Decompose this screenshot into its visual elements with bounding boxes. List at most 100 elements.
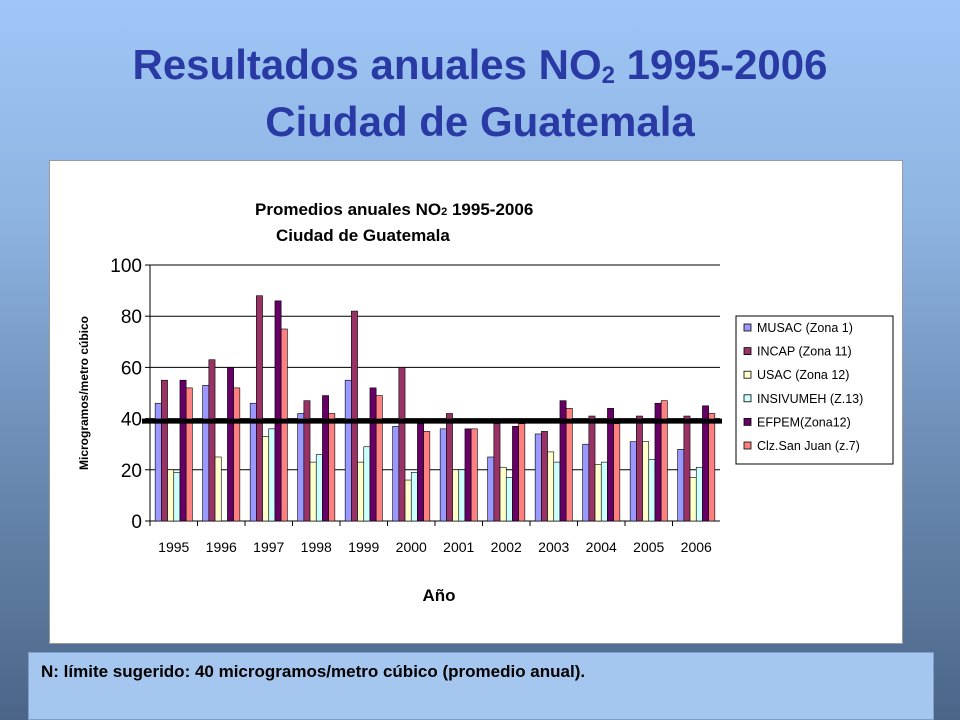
bar: [660, 400, 668, 522]
bar: [208, 359, 216, 522]
bar: [344, 379, 352, 522]
note-box: N: límite sugerido: 40 microgramos/metro…: [28, 652, 934, 720]
y-tick-label: 40: [121, 410, 142, 431]
bar: [297, 413, 305, 522]
bar: [613, 423, 621, 522]
x-tick-label: 1996: [206, 539, 237, 555]
legend-swatch: [743, 441, 752, 450]
bar: [392, 425, 400, 522]
y-tick-label: 60: [121, 358, 142, 379]
bar: [683, 415, 691, 522]
x-tick-label: 1998: [301, 539, 332, 555]
bar: [452, 469, 460, 522]
slide-title-line2: Ciudad de Guatemala: [265, 98, 695, 145]
bar: [256, 295, 263, 522]
bar: [309, 461, 317, 522]
slide-title: Resultados anuales NO2 1995-2006 Ciudad …: [0, 40, 960, 147]
x-tick-label: 2003: [538, 539, 569, 555]
x-tick-label: 1999: [348, 539, 379, 555]
legend-swatch: [743, 417, 752, 426]
bar: [439, 428, 447, 522]
bar: [446, 413, 453, 522]
bar: [534, 433, 542, 522]
bar: [363, 446, 371, 522]
bar: [499, 466, 507, 522]
bar: [565, 408, 573, 522]
bar: [410, 472, 418, 522]
bar: [262, 436, 270, 522]
bar: [214, 456, 222, 522]
bar: [167, 469, 175, 522]
bar-chart: Promedios anuales NO2 1995-2006 Ciudad de…: [77, 200, 894, 605]
legend-label: USAC (Zona 12): [757, 368, 849, 382]
bar: [607, 408, 614, 522]
slide-title-line1: Resultados anuales NO2 1995-2006: [0, 40, 960, 97]
bar: [398, 367, 406, 522]
legend-label: INSIVUMEH (Z.13): [757, 392, 863, 406]
chart-title-subscript: 2: [441, 206, 447, 218]
bar: [487, 456, 495, 522]
bar: [357, 461, 365, 522]
legend-label: EFPEM(Zona12): [757, 415, 851, 429]
bar: [553, 461, 561, 522]
bar: [173, 472, 181, 522]
chart-title: Promedios anuales NO2 1995-2006: [255, 200, 533, 219]
x-tick-label: 1995: [158, 539, 189, 555]
slide-title-subscript: 2: [601, 62, 615, 89]
legend-swatch: [743, 347, 752, 356]
bar: [179, 379, 187, 522]
bar: [404, 479, 412, 522]
bar: [268, 428, 276, 522]
y-tick-label: 100: [110, 256, 142, 277]
bar: [493, 423, 501, 522]
bar: [464, 428, 472, 522]
chart-title-text: Promedios anuales NO: [255, 200, 441, 219]
bar: [227, 367, 234, 522]
x-tick-label: 2002: [491, 539, 522, 555]
bar: [594, 464, 602, 522]
bar: [161, 379, 168, 522]
legend-label: INCAP (Zona 11): [757, 345, 852, 359]
bar: [582, 443, 590, 522]
legend-swatch: [743, 323, 752, 332]
bar: [600, 461, 608, 522]
legend-swatch: [743, 370, 752, 379]
bar: [541, 431, 548, 522]
chart-title-years: 1995-2006: [447, 200, 533, 219]
x-tick-label: 1997: [253, 539, 284, 555]
x-tick-label: 2006: [681, 539, 712, 555]
bar: [470, 428, 478, 522]
bar: [518, 423, 526, 522]
bar: [328, 413, 336, 522]
bar: [369, 387, 377, 522]
bar: [689, 477, 697, 522]
y-axis-label: Microgramos/metro cúbico: [77, 316, 91, 470]
bar: [375, 395, 383, 522]
bar: [280, 328, 288, 522]
slide-title-text: Resultados anuales NO: [132, 41, 602, 88]
x-tick-label: 2004: [586, 539, 617, 555]
bar: [505, 477, 513, 522]
bar: [322, 395, 329, 522]
legend: MUSAC (Zona 1) INCAP (Zona 11) USAC (Zona …: [735, 315, 894, 465]
bar: [233, 387, 241, 522]
x-tick-label: 2000: [396, 539, 427, 555]
bar: [458, 469, 466, 522]
x-tick-label: 2005: [633, 539, 664, 555]
bar: [648, 459, 656, 522]
bar: [636, 415, 643, 522]
bar: [185, 387, 193, 522]
bar: [695, 466, 703, 522]
bar: [417, 423, 424, 522]
slide-title-years: 1995-2006: [614, 41, 828, 88]
bar: [512, 425, 519, 522]
bar: [708, 413, 716, 522]
bar: [642, 441, 650, 522]
bar: [303, 400, 311, 522]
bar: [274, 300, 282, 522]
y-tick-label: 0: [131, 512, 142, 533]
bar: [629, 441, 637, 522]
x-tick-label: 2001: [443, 539, 474, 555]
bar: [588, 415, 596, 522]
note-text: N: límite sugerido: 40 microgramos/metro…: [41, 662, 586, 681]
